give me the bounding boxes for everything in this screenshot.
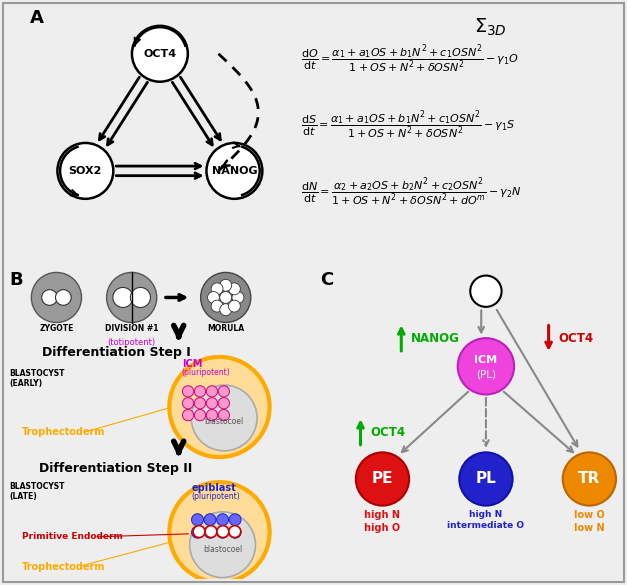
Circle shape: [205, 526, 217, 538]
Text: ICM: ICM: [475, 355, 497, 365]
Circle shape: [232, 291, 244, 304]
Circle shape: [204, 514, 216, 526]
Text: $\dfrac{\mathrm{d}O}{\mathrm{d}t} = \dfrac{\alpha_1 + a_1OS + b_1N^2 + c_1OSN^2}: $\dfrac{\mathrm{d}O}{\mathrm{d}t} = \dfr…: [301, 43, 519, 75]
Text: SOX2: SOX2: [69, 166, 102, 176]
Text: low O
low N: low O low N: [574, 510, 605, 533]
Circle shape: [220, 279, 232, 291]
Text: Differentiation Step I: Differentiation Step I: [41, 346, 191, 359]
Text: OCT4: OCT4: [558, 332, 593, 345]
Text: Differentiation Step II: Differentiation Step II: [40, 462, 192, 475]
Text: DIVISION #1: DIVISION #1: [105, 324, 159, 333]
Text: C: C: [320, 271, 333, 289]
Text: blastocoel: blastocoel: [203, 545, 242, 554]
Circle shape: [218, 386, 229, 397]
Circle shape: [217, 514, 229, 526]
Circle shape: [31, 273, 82, 322]
Circle shape: [130, 287, 150, 308]
Circle shape: [192, 514, 204, 526]
Circle shape: [217, 526, 229, 538]
Circle shape: [220, 304, 232, 316]
Text: Trophectoderm: Trophectoderm: [22, 562, 105, 572]
Circle shape: [193, 526, 205, 538]
Text: NANOG: NANOG: [411, 332, 460, 345]
Circle shape: [470, 276, 502, 307]
Text: $\dfrac{\mathrm{d}S}{\mathrm{d}t} = \dfrac{\alpha_1 + a_1OS + b_1N^2 + c_1OSN^2}: $\dfrac{\mathrm{d}S}{\mathrm{d}t} = \dfr…: [301, 110, 515, 142]
Text: (PL): (PL): [476, 369, 496, 379]
Circle shape: [113, 287, 133, 308]
Circle shape: [211, 300, 223, 312]
Circle shape: [228, 300, 240, 312]
Circle shape: [458, 338, 514, 394]
Text: B: B: [9, 271, 23, 289]
Text: PL: PL: [475, 472, 497, 487]
Text: (pluripotent): (pluripotent): [182, 369, 231, 377]
Text: (LATE): (LATE): [9, 491, 37, 501]
Text: A: A: [29, 9, 43, 26]
Text: ZYGOTE: ZYGOTE: [40, 324, 73, 333]
Circle shape: [459, 452, 513, 505]
Text: blastocoel: blastocoel: [204, 417, 244, 426]
Text: BLASTOCYST: BLASTOCYST: [9, 370, 65, 378]
Text: ICM: ICM: [182, 359, 202, 370]
Circle shape: [563, 452, 616, 505]
Circle shape: [206, 410, 218, 421]
Circle shape: [206, 386, 218, 397]
Text: $\dfrac{\mathrm{d}N}{\mathrm{d}t} = \dfrac{\alpha_2 + a_2OS + b_2N^2 + c_2OSN^2}: $\dfrac{\mathrm{d}N}{\mathrm{d}t} = \dfr…: [301, 176, 522, 208]
Circle shape: [58, 143, 113, 199]
Text: epiblast: epiblast: [191, 483, 236, 493]
Circle shape: [229, 526, 241, 538]
Circle shape: [228, 283, 240, 295]
Circle shape: [229, 526, 241, 538]
Circle shape: [194, 386, 206, 397]
Circle shape: [220, 291, 232, 304]
Text: MORULA: MORULA: [207, 324, 245, 333]
Circle shape: [169, 482, 270, 582]
Circle shape: [208, 291, 219, 304]
Text: Trophectoderm: Trophectoderm: [22, 427, 105, 437]
Circle shape: [206, 398, 218, 409]
Circle shape: [191, 385, 257, 451]
Circle shape: [218, 410, 229, 421]
Circle shape: [169, 357, 270, 457]
Text: (totipotent): (totipotent): [108, 338, 155, 347]
Text: TR: TR: [578, 472, 601, 487]
Text: OCT4: OCT4: [370, 425, 405, 439]
Circle shape: [107, 273, 157, 322]
Text: PE: PE: [372, 472, 393, 487]
Circle shape: [182, 410, 194, 421]
Circle shape: [211, 283, 223, 295]
Circle shape: [356, 452, 409, 505]
Circle shape: [190, 512, 256, 577]
Circle shape: [42, 290, 58, 305]
Text: high N
high O: high N high O: [364, 510, 401, 533]
Circle shape: [132, 26, 188, 82]
Circle shape: [182, 386, 194, 397]
Text: Primitive Endoderm: Primitive Endoderm: [22, 532, 123, 541]
Circle shape: [229, 514, 241, 526]
Circle shape: [56, 290, 71, 305]
Circle shape: [218, 398, 229, 409]
Circle shape: [192, 526, 204, 538]
Circle shape: [201, 273, 251, 322]
Text: OCT4: OCT4: [144, 49, 176, 58]
Text: $\Sigma_{3D}$: $\Sigma_{3D}$: [474, 16, 507, 38]
Circle shape: [194, 398, 206, 409]
Circle shape: [206, 143, 262, 199]
Circle shape: [204, 526, 216, 538]
Text: high N
intermediate O: high N intermediate O: [447, 510, 525, 531]
Text: BLASTOCYST: BLASTOCYST: [9, 482, 65, 491]
Circle shape: [182, 398, 194, 409]
Text: (pluripotent): (pluripotent): [191, 492, 240, 501]
Text: NANOG: NANOG: [211, 166, 257, 176]
Circle shape: [194, 410, 206, 421]
Circle shape: [217, 526, 229, 538]
Text: (EARLY): (EARLY): [9, 379, 43, 388]
